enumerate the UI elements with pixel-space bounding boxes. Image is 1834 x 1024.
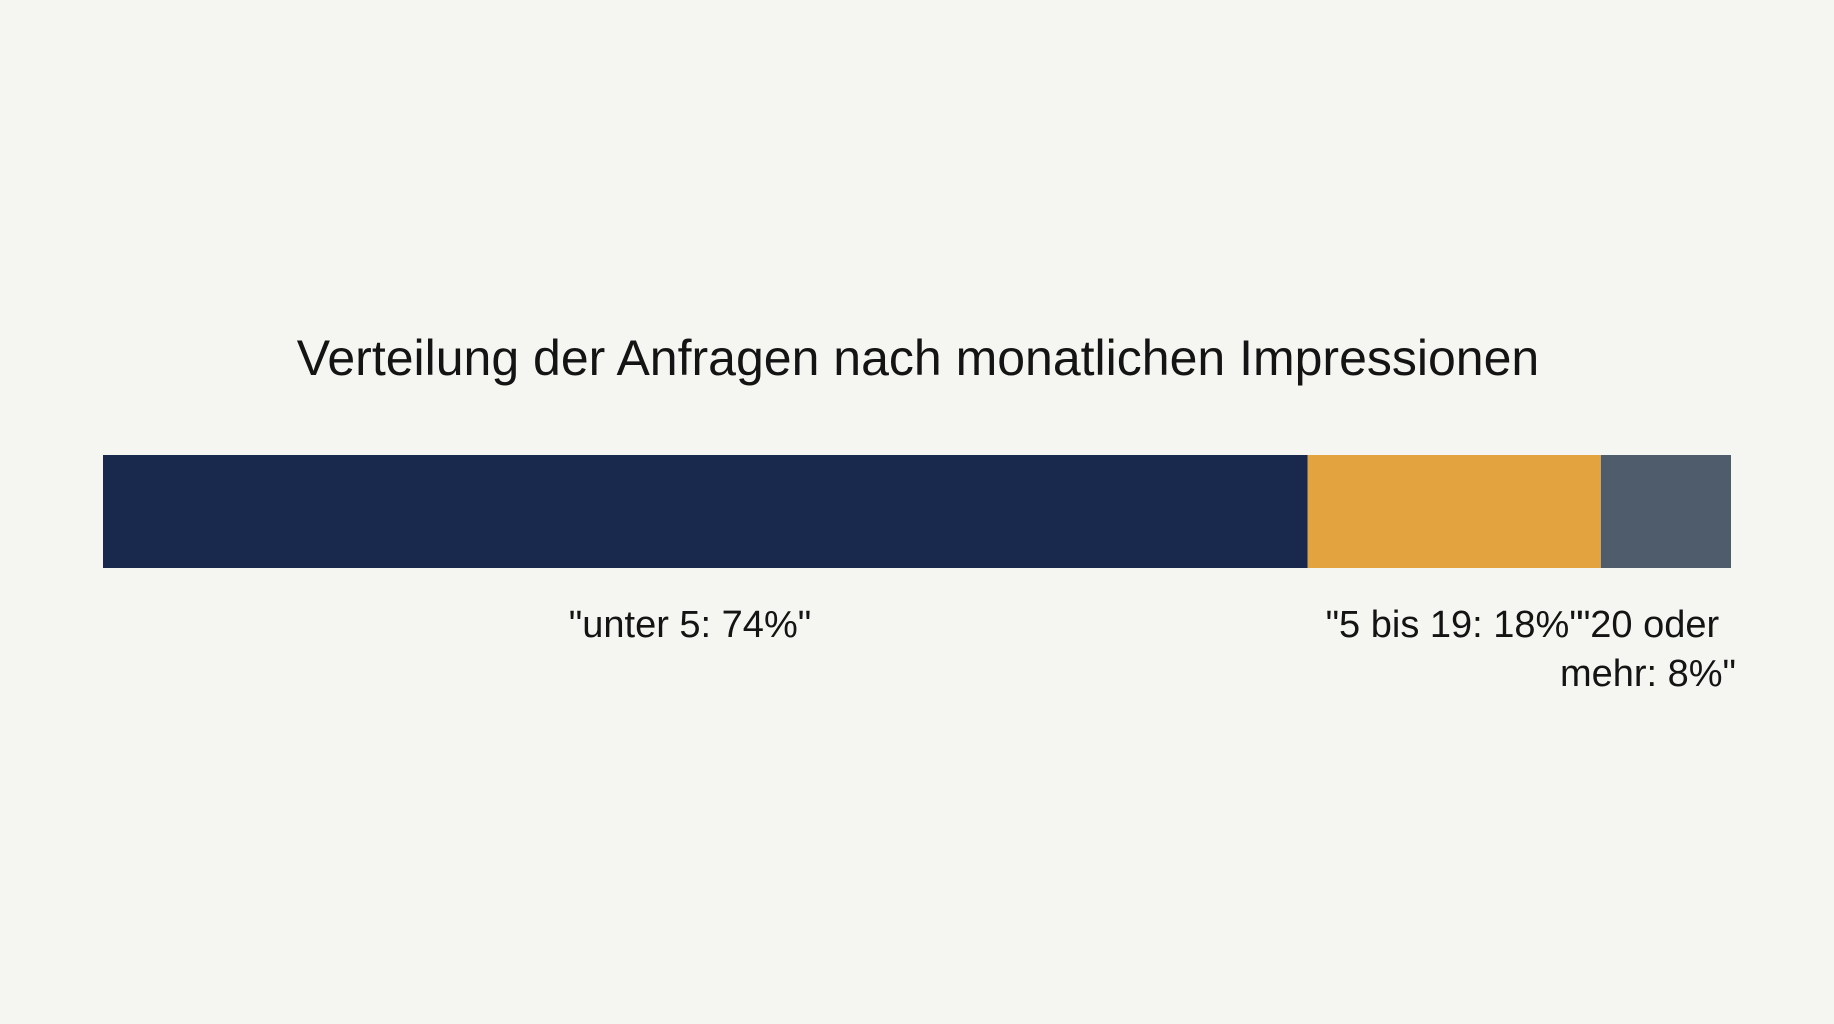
bar-segment-under-5 bbox=[103, 455, 1308, 568]
data-label-20-or-more: "20 oder mehr: 8%" bbox=[1560, 604, 1736, 695]
bar-segment-20-or-more bbox=[1600, 455, 1731, 568]
bar-segments bbox=[103, 455, 1731, 568]
data-label-under-5: "unter 5: 74%" bbox=[569, 604, 811, 646]
chart-title-text: Verteilung der Anfragen nach monatlichen… bbox=[296, 330, 1540, 386]
bar-segment-5-to-19 bbox=[1307, 455, 1601, 568]
data-label-5-to-19: "5 bis 19: 18%" bbox=[1326, 604, 1583, 646]
data-labels: "unter 5: 74%" "5 bis 19: 18%""20 oder meh… bbox=[569, 604, 1736, 695]
